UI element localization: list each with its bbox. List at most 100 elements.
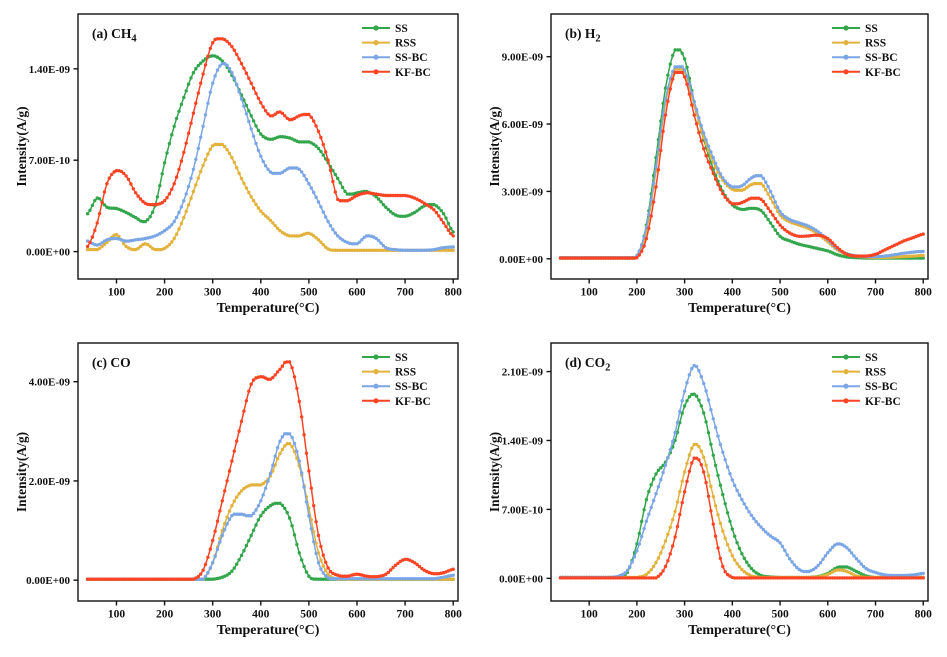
data-marker: [661, 545, 665, 549]
series-SS: [85, 54, 455, 234]
data-marker: [417, 248, 422, 252]
data-marker: [678, 489, 682, 494]
data-marker: [379, 248, 383, 252]
data-marker: [174, 175, 179, 179]
data-marker: [401, 214, 405, 218]
data-marker: [372, 248, 376, 252]
data-marker: [254, 202, 258, 207]
data-marker: [685, 65, 689, 70]
data-marker: [316, 146, 321, 151]
data-marker: [271, 463, 275, 467]
series-KF-BC: [85, 360, 455, 581]
data-marker: [319, 558, 323, 562]
data-marker: [309, 232, 313, 236]
data-marker: [783, 548, 787, 553]
data-marker: [654, 472, 658, 476]
data-marker: [280, 503, 285, 507]
data-marker: [312, 234, 316, 238]
y-axis: 0.00E+00 2.00E-09 4.00E-09 Intensity(A/g): [14, 377, 78, 587]
data-marker: [124, 577, 128, 581]
data-marker: [740, 576, 744, 580]
data-marker: [735, 488, 739, 493]
data-marker: [278, 501, 282, 505]
data-marker: [223, 489, 227, 493]
data-marker: [295, 386, 299, 391]
data-marker: [721, 176, 725, 180]
data-marker: [199, 577, 203, 581]
data-marker: [830, 545, 835, 549]
data-marker: [620, 572, 625, 577]
data-marker: [225, 479, 229, 483]
data-marker: [242, 549, 246, 553]
data-marker: [838, 247, 842, 252]
data-marker: [702, 411, 706, 415]
panel-title: (b) H2: [565, 26, 601, 45]
data-marker: [756, 576, 761, 580]
data-marker: [326, 219, 330, 224]
legend-label: KF-BC: [865, 67, 901, 79]
data-marker: [771, 224, 775, 229]
data-marker: [888, 576, 892, 580]
data-marker: [427, 204, 431, 208]
data-marker: [580, 256, 584, 260]
data-marker: [223, 527, 227, 532]
data-marker: [630, 576, 634, 580]
data-marker: [566, 576, 570, 580]
data-marker: [413, 248, 417, 252]
data-marker: [307, 469, 311, 473]
data-marker: [124, 244, 128, 249]
data-marker: [826, 551, 830, 555]
data-marker: [321, 571, 325, 575]
data-marker: [690, 366, 694, 371]
data-marker: [654, 560, 658, 565]
data-marker: [773, 216, 777, 221]
data-marker: [640, 519, 644, 524]
data-marker: [182, 577, 186, 581]
data-marker: [95, 221, 99, 225]
data-marker: [179, 221, 184, 226]
data-marker: [907, 576, 911, 580]
data-marker: [735, 541, 739, 545]
data-marker: [247, 389, 251, 393]
x-tick-label: 500: [771, 287, 789, 299]
data-marker: [235, 439, 239, 443]
data-marker: [398, 577, 402, 581]
data-marker: [682, 68, 687, 72]
data-marker: [201, 163, 205, 168]
data-marker: [678, 512, 682, 517]
data-marker: [773, 576, 777, 580]
data-marker: [405, 248, 410, 252]
data-marker: [659, 466, 663, 470]
data-marker: [752, 196, 756, 200]
legend-marker: [373, 40, 379, 46]
data-marker: [242, 409, 246, 413]
data-marker: [131, 247, 135, 252]
data-marker: [196, 574, 200, 579]
x-tick-label: 600: [819, 287, 837, 299]
data-marker: [434, 210, 439, 215]
data-marker: [795, 576, 799, 580]
data-marker: [215, 547, 220, 552]
data-marker: [439, 208, 443, 213]
legend-marker: [373, 69, 379, 75]
data-marker: [869, 576, 873, 580]
data-marker: [733, 576, 737, 580]
data-marker: [343, 577, 347, 581]
data-marker: [749, 576, 754, 580]
data-marker: [776, 231, 780, 236]
data-marker: [302, 485, 306, 489]
data-marker: [649, 568, 653, 572]
data-marker: [704, 463, 708, 467]
data-marker: [102, 577, 107, 581]
data-marker: [251, 511, 256, 516]
data-marker: [859, 254, 863, 258]
data-marker: [730, 478, 734, 482]
data-marker: [95, 577, 99, 581]
data-marker: [338, 248, 342, 252]
data-marker: [199, 169, 203, 174]
data-marker: [904, 573, 909, 577]
data-marker: [885, 576, 890, 580]
data-marker: [194, 576, 198, 580]
data-marker: [635, 549, 639, 553]
